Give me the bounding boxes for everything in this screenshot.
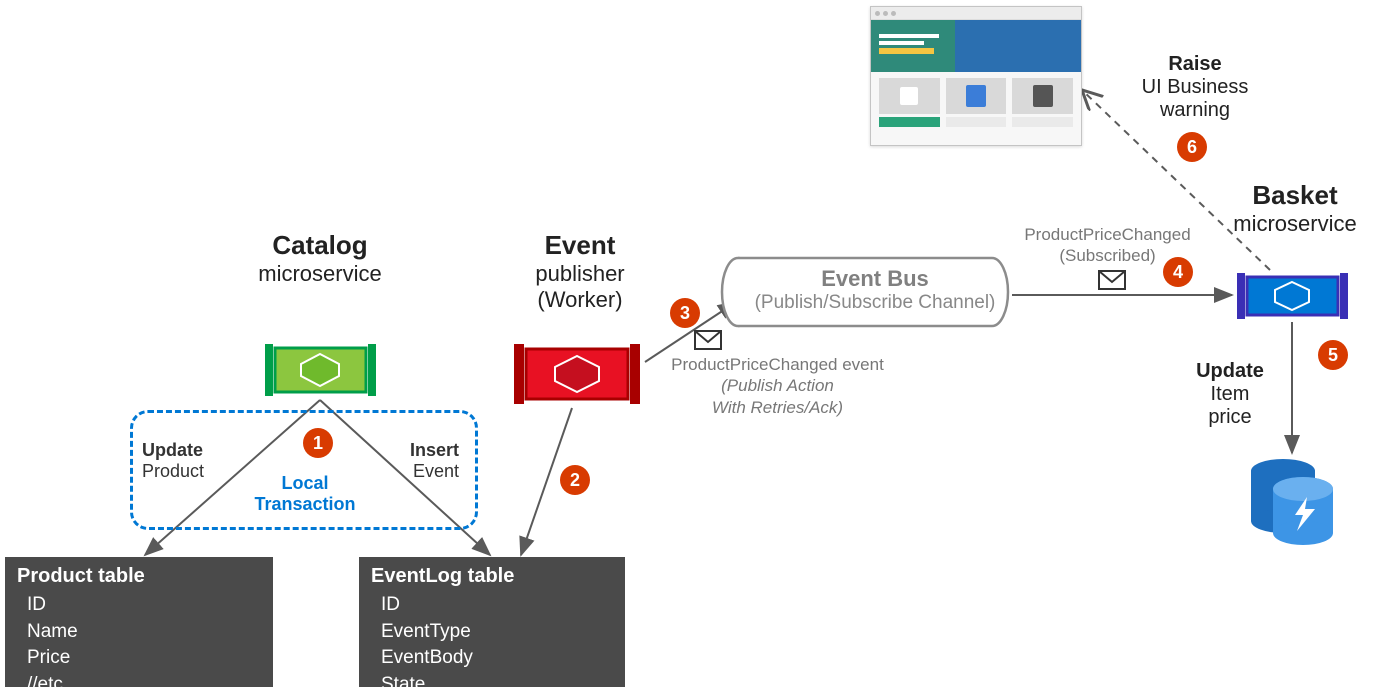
browser-mock — [870, 6, 1082, 146]
table-row: ID — [17, 592, 261, 619]
ui-warning-label: Raise UI Business warning — [1120, 53, 1270, 122]
eventlog-table: EventLog table ID EventType EventBody St… — [359, 557, 625, 687]
publisher-title: Event — [500, 230, 660, 261]
catalog-subtitle: microservice — [225, 261, 415, 287]
database-icon — [1245, 453, 1340, 548]
publish-event-label: ProductPriceChanged event (Publish Actio… — [660, 354, 895, 418]
table-row: EventType — [371, 619, 613, 646]
table-row: EventBody — [371, 645, 613, 672]
event-bus-subtitle: (Publish/Subscribe Channel) — [745, 292, 1005, 314]
product-table-title: Product table — [17, 565, 261, 588]
event-bus-title: Event Bus — [745, 266, 1005, 292]
publisher-service-box — [512, 342, 642, 406]
insert-event-label: Insert Event — [410, 440, 459, 482]
catalog-label: Catalog microservice — [225, 230, 415, 287]
table-row: State — [371, 672, 613, 687]
update-price-label: Update Item price — [1180, 360, 1280, 429]
publisher-sub2: (Worker) — [500, 287, 660, 313]
update-product-label: Update Product — [142, 440, 204, 482]
table-row: //etc — [17, 672, 261, 687]
step-badge-6: 6 — [1177, 132, 1207, 162]
step-badge-2: 2 — [560, 465, 590, 495]
publisher-label: Event publisher (Worker) — [500, 230, 660, 313]
step-badge-1: 1 — [303, 428, 333, 458]
catalog-service-box — [263, 342, 378, 398]
basket-subtitle: microservice — [1210, 211, 1377, 237]
eventlog-table-title: EventLog table — [371, 565, 613, 588]
envelope-icon — [1098, 270, 1126, 295]
envelope-icon — [694, 330, 722, 355]
step-badge-3: 3 — [670, 298, 700, 328]
product-table: Product table ID Name Price //etc — [5, 557, 273, 687]
basket-title: Basket — [1210, 180, 1377, 211]
catalog-title: Catalog — [225, 230, 415, 261]
basket-label: Basket microservice — [1210, 180, 1377, 237]
basket-service-box — [1235, 272, 1350, 320]
local-transaction-label: Local Transaction — [230, 473, 380, 515]
table-row: Price — [17, 645, 261, 672]
publisher-sub1: publisher — [500, 261, 660, 287]
step-badge-5: 5 — [1318, 340, 1348, 370]
table-row: Name — [17, 619, 261, 646]
step-badge-4: 4 — [1163, 257, 1193, 287]
table-row: ID — [371, 592, 613, 619]
event-bus-label: Event Bus (Publish/Subscribe Channel) — [745, 266, 1005, 314]
